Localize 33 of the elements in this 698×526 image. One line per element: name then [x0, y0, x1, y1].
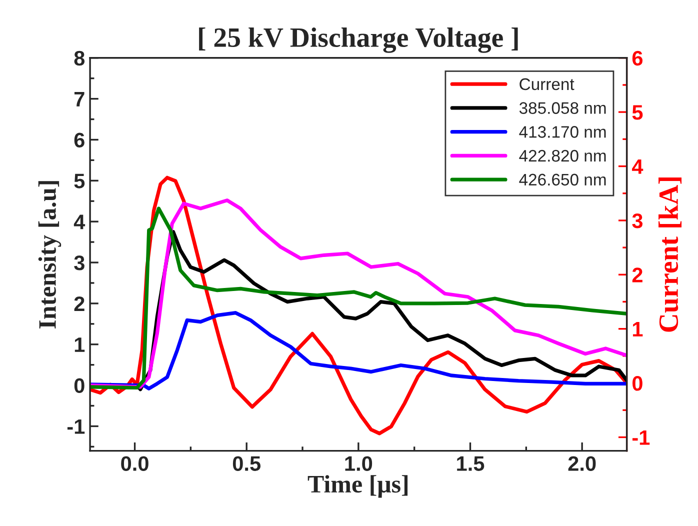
y2-tick-label: 1: [632, 322, 643, 336]
y2-tick-label: 6: [632, 50, 642, 66]
y2-tick-label: 4: [632, 159, 644, 174]
y2-tick-label: 2: [632, 268, 642, 282]
y-tick-label: 6: [74, 132, 84, 148]
legend-label: 385.058 nm: [519, 102, 606, 114]
y2-tick-label: 0: [632, 376, 642, 391]
x-tick-label: 0.0: [121, 456, 148, 471]
y-tick-label: 1: [74, 338, 85, 352]
y2-tick-label: 3: [632, 213, 642, 228]
line-series: [90, 311, 627, 390]
y-tick-label: 4: [74, 214, 86, 230]
y2-tick-label: -1: [632, 430, 650, 445]
y-tick-label: 2: [74, 296, 84, 311]
y-tick-label: 5: [74, 174, 85, 188]
x-tick-label: 0.5: [232, 456, 260, 471]
chart-title: [ 25 kV Discharge Voltage ]: [199, 27, 518, 53]
legend-label: Current: [520, 78, 574, 90]
x-axis-title: Time [μs]: [308, 475, 408, 498]
y-tick-label: 8: [74, 50, 85, 66]
y2-tick-label: 5: [632, 105, 643, 120]
legend-label: 426.650 nm: [519, 174, 606, 186]
x-tick-label: 2.0: [568, 456, 596, 471]
y-tick-label: 3: [74, 256, 84, 270]
y-tick-label: 7: [74, 92, 84, 106]
legend-label: 422.820 nm: [519, 150, 606, 162]
y-tick-label: 0: [74, 378, 84, 394]
y2-axis-title: Current [kA]: [658, 178, 682, 332]
y-tick-label: -1: [67, 419, 85, 434]
y-axis-title: Intensity [a.u]: [38, 181, 62, 328]
legend-label: 413.170 nm: [519, 126, 606, 138]
x-tick-label: 1.5: [457, 456, 484, 471]
x-tick-label: 1.0: [345, 456, 372, 471]
